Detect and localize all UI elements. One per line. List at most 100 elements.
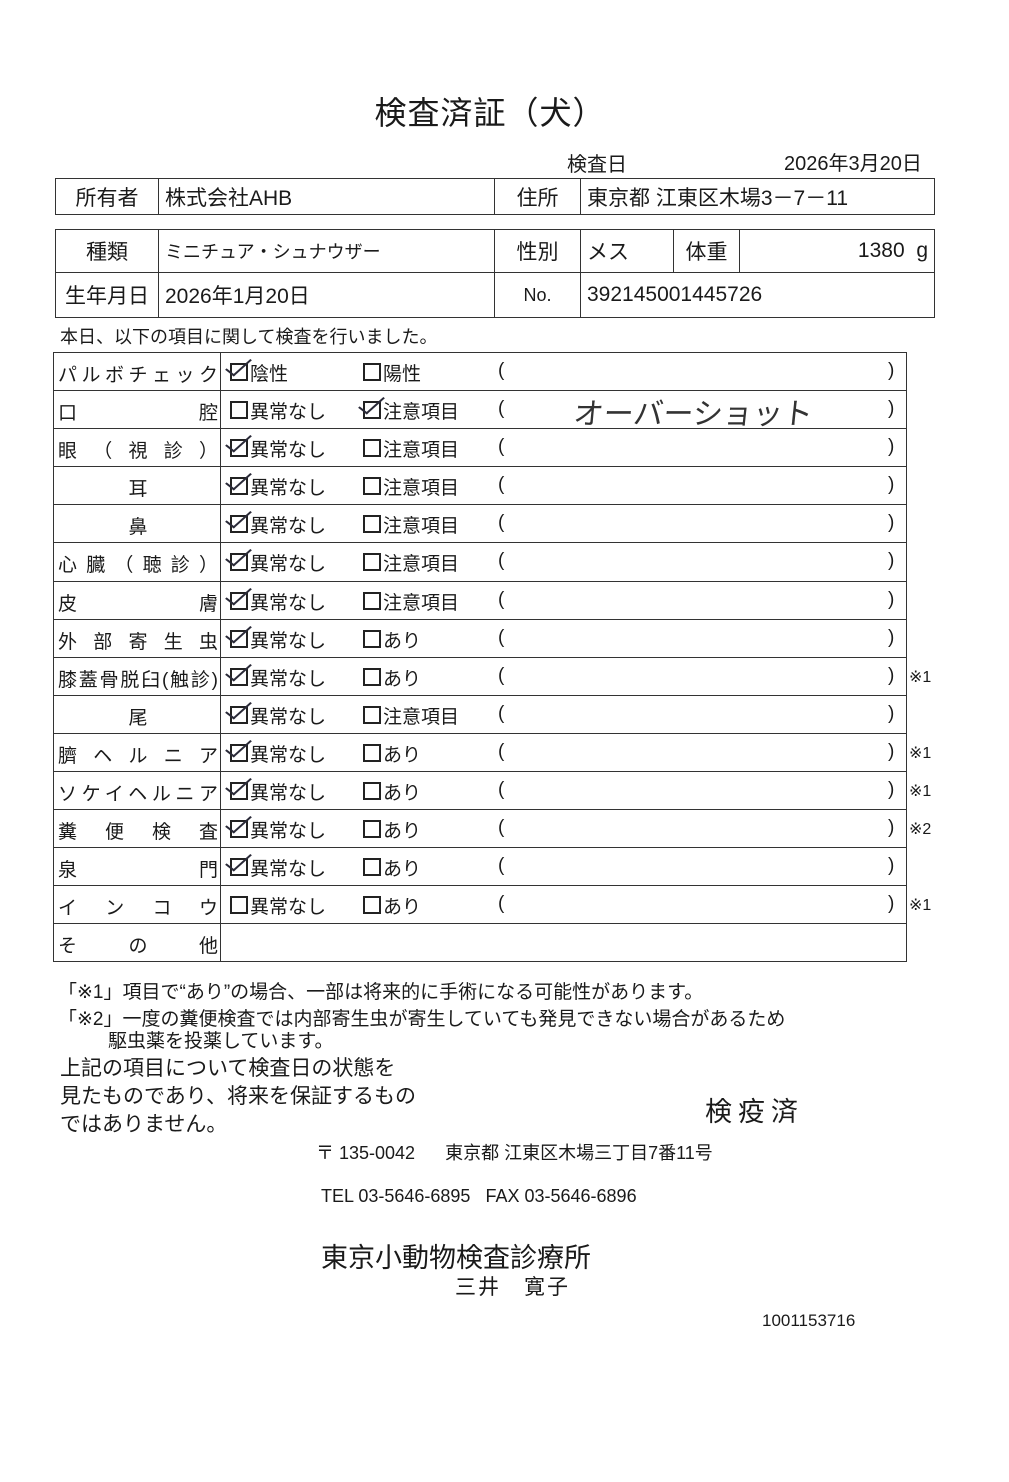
option-1[interactable]: 異常なし — [230, 435, 326, 462]
owner-label: 所有者 — [55, 178, 159, 215]
checkbox-icon[interactable] — [230, 858, 248, 877]
option-2[interactable]: 注意項目 — [363, 549, 459, 576]
paren-close: ) — [888, 626, 895, 648]
option-1[interactable]: 異常なし — [230, 473, 326, 500]
paren-open: ( — [498, 855, 505, 877]
birth-label: 生年月日 — [55, 272, 159, 318]
checkbox-icon[interactable] — [230, 629, 248, 648]
checkbox-icon[interactable] — [230, 439, 248, 458]
option-2[interactable]: あり — [363, 892, 421, 919]
option-2[interactable]: あり — [363, 740, 421, 767]
option-1[interactable]: 異常なし — [230, 549, 326, 576]
checkbox-icon[interactable] — [363, 705, 381, 724]
pet-table: 種類 ミニチュア・シュナウザー 性別 メス 体重 1380 g 生年月日 202… — [55, 229, 935, 318]
item-row: 糞便検査 異常なし あり () ※2 — [54, 810, 931, 849]
checkbox-icon[interactable] — [230, 782, 248, 801]
checkbox-icon[interactable] — [230, 896, 248, 915]
breed-value: ミニチュア・シュナウザー — [158, 229, 495, 273]
checkbox-icon[interactable] — [230, 515, 248, 534]
paren-open: ( — [498, 398, 505, 420]
checkbox-icon[interactable] — [363, 782, 381, 801]
item-row: 皮膚 異常なし 注意項目 () — [54, 581, 906, 620]
option-1[interactable]: 異常なし — [230, 702, 326, 729]
column-divider — [220, 695, 221, 733]
option-label: 異常なし — [250, 440, 327, 462]
option-label: 異常なし — [250, 516, 327, 538]
option-2[interactable]: 注意項目 — [363, 397, 459, 424]
option-2[interactable]: あり — [363, 778, 421, 805]
item-row: ソケイヘルニア 異常なし あり () ※1 — [54, 772, 931, 811]
option-2[interactable]: あり — [363, 816, 421, 843]
option-2[interactable]: あり — [363, 626, 421, 653]
paren-close: ) — [888, 702, 895, 724]
column-divider — [220, 810, 221, 848]
checkbox-icon[interactable] — [230, 477, 248, 496]
checkbox-icon[interactable] — [363, 858, 381, 877]
option-1[interactable]: 異常なし — [230, 511, 326, 538]
option-1[interactable]: 異常なし — [230, 664, 326, 691]
sex-value: メス — [580, 229, 674, 273]
column-divider — [220, 657, 221, 695]
option-1[interactable]: 異常なし — [230, 816, 326, 843]
option-label: 異常なし — [250, 821, 327, 843]
checkbox-icon[interactable] — [230, 667, 248, 686]
item-label: 心臓（聴診） — [58, 555, 218, 577]
checkbox-icon[interactable] — [230, 553, 248, 572]
checkbox-icon[interactable] — [230, 705, 248, 724]
checkbox-icon[interactable] — [363, 629, 381, 648]
paren-close: ) — [888, 360, 895, 381]
checkbox-icon[interactable] — [363, 820, 381, 839]
item-row: 泉門 異常なし あり () — [54, 848, 906, 887]
checkbox-icon[interactable] — [230, 401, 248, 420]
checkbox-icon[interactable] — [363, 667, 381, 686]
checkbox-icon[interactable] — [363, 477, 381, 496]
checkbox-icon[interactable] — [363, 515, 381, 534]
item-label: 口腔 — [58, 403, 218, 425]
item-row: インコウ 異常なし あり () ※1 — [54, 886, 931, 925]
checkbox-icon[interactable] — [363, 363, 381, 381]
footnote-2-cont: 駆虫薬を投薬しています。 — [108, 1031, 334, 1052]
paren-open: ( — [498, 817, 505, 839]
item-label: 臍ヘルニア — [58, 745, 218, 767]
owner-table: 所有者 株式会社AHB 住所 東京都 江東区木場3－7－11 — [55, 178, 935, 215]
option-2[interactable]: あり — [363, 854, 421, 881]
option-1[interactable]: 異常なし — [230, 397, 326, 424]
option-2[interactable]: 注意項目 — [363, 473, 459, 500]
checkbox-icon[interactable] — [230, 363, 248, 381]
option-label: あり — [383, 630, 422, 652]
checkbox-icon[interactable] — [363, 896, 381, 915]
option-2[interactable]: 注意項目 — [363, 588, 459, 615]
option-label: あり — [383, 821, 422, 843]
paren-close: ) — [888, 817, 895, 839]
paren-close: ) — [888, 512, 895, 534]
checkbox-icon[interactable] — [363, 591, 381, 610]
clinic-fax: FAX 03-5646-6896 — [485, 1186, 637, 1206]
item-row: 尾 異常なし 注意項目 () — [54, 695, 906, 734]
checkbox-icon[interactable] — [363, 743, 381, 762]
option-label: あり — [383, 744, 422, 766]
checkbox-icon[interactable] — [230, 743, 248, 762]
checkbox-icon[interactable] — [363, 401, 381, 420]
option-label: あり — [383, 668, 422, 690]
column-divider — [220, 848, 221, 886]
option-1[interactable]: 異常なし — [230, 626, 326, 653]
option-label: あり — [383, 897, 422, 919]
no-label: No. — [494, 272, 581, 318]
checkbox-icon[interactable] — [363, 439, 381, 458]
option-1[interactable]: 異常なし — [230, 778, 326, 805]
checkbox-icon[interactable] — [230, 591, 248, 610]
option-2[interactable]: 注意項目 — [363, 702, 459, 729]
option-1[interactable]: 異常なし — [230, 892, 326, 919]
clinic-name: 東京小動物検査診療所 — [321, 1243, 591, 1273]
checkbox-icon[interactable] — [230, 820, 248, 839]
option-2[interactable]: あり — [363, 664, 421, 691]
checkbox-icon[interactable] — [363, 553, 381, 572]
option-1[interactable]: 異常なし — [230, 740, 326, 767]
option-2[interactable]: 注意項目 — [363, 511, 459, 538]
option-2[interactable]: 陽性 — [363, 359, 421, 386]
breed-label: 種類 — [55, 229, 159, 273]
option-1[interactable]: 異常なし — [230, 588, 326, 615]
option-1[interactable]: 陰性 — [230, 359, 288, 386]
option-2[interactable]: 注意項目 — [363, 435, 459, 462]
option-1[interactable]: 異常なし — [230, 854, 326, 881]
